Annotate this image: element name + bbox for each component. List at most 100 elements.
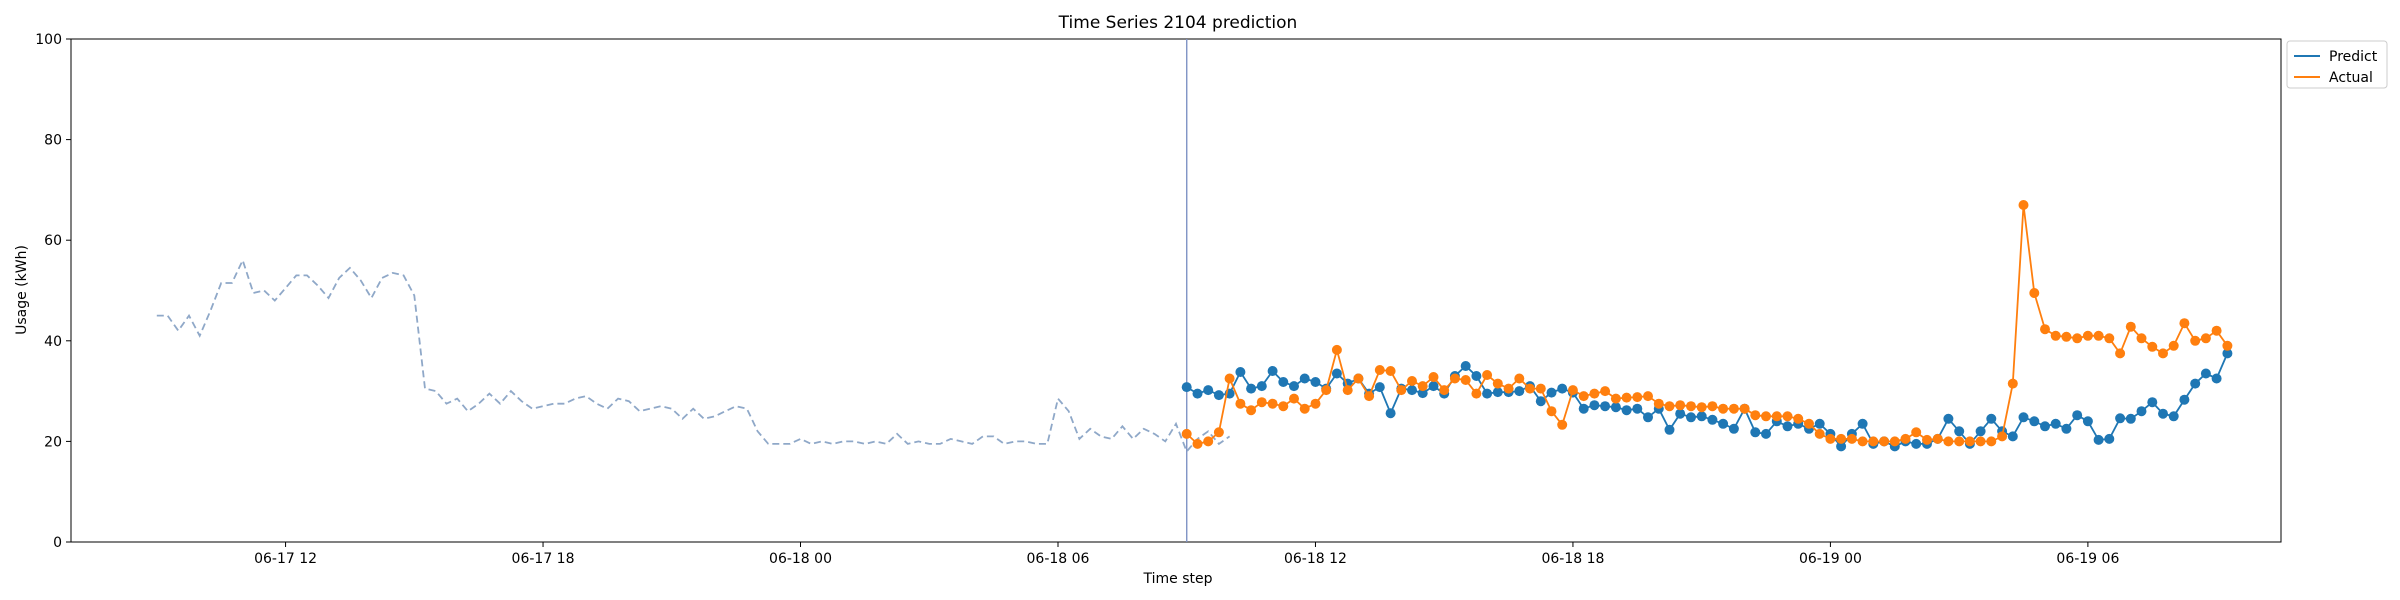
predict-point [1289, 381, 1299, 392]
actual-point [2029, 288, 2040, 298]
predict-point [1943, 413, 1954, 424]
y-tick-label: 60 [44, 233, 62, 249]
actual-point [2050, 330, 2061, 341]
actual-point [1417, 381, 1428, 392]
x-tick-label: 06-18 18 [1541, 551, 1604, 567]
predict-point [2147, 397, 2158, 408]
actual-point [1567, 385, 1578, 396]
actual-point [1364, 391, 1375, 402]
actual-point [2072, 333, 2083, 344]
actual-point [1310, 398, 1321, 409]
actual-point [2211, 325, 2222, 336]
actual-point [1610, 393, 1621, 404]
predict-point [2061, 423, 2072, 434]
actual-point [1439, 385, 1450, 396]
actual-point [1889, 436, 1900, 447]
actual-point [1814, 428, 1825, 439]
predict-point [2082, 416, 2093, 427]
actual-point [2179, 318, 2190, 329]
x-tick-label: 06-18 00 [769, 551, 832, 567]
actual-point [2115, 348, 2126, 359]
actual-point [1492, 378, 1503, 389]
y-tick-label: 80 [44, 133, 62, 149]
actual-point [1460, 375, 1471, 385]
y-tick-label: 20 [44, 434, 62, 450]
actual-point [2125, 321, 2136, 332]
predict-point [1696, 411, 1707, 422]
actual-point [1804, 418, 1814, 429]
actual-point [1600, 386, 1611, 397]
predict-point [1246, 383, 1257, 394]
predict-point [1857, 418, 1868, 429]
predict-point [1675, 408, 1686, 419]
actual-point [1224, 373, 1235, 384]
actual-point [1514, 373, 1525, 384]
actual-point [2168, 340, 2179, 351]
predict-point [1471, 371, 1482, 381]
predict-point [1181, 382, 1192, 393]
predict-point [1686, 412, 1696, 423]
axes-frame [70, 38, 2282, 543]
actual-point [1664, 401, 1675, 412]
actual-point [1653, 398, 1664, 409]
predict-point [1407, 385, 1417, 396]
predict-point [1546, 387, 1557, 398]
predict-point [1482, 388, 1493, 399]
predict-point [2211, 373, 2222, 384]
predict-point [2093, 434, 2104, 445]
actual-point [2190, 335, 2201, 346]
actual-point [1750, 410, 1761, 421]
actual-point [1449, 373, 1460, 384]
legend: Predict Actual [2286, 40, 2388, 89]
actual-point [2147, 341, 2158, 352]
predict-point [2040, 421, 2050, 432]
actual-point [1331, 344, 1342, 355]
predict-point [1278, 377, 1289, 387]
actual-point [2018, 200, 2029, 210]
predict-point [1750, 427, 1761, 438]
predict-line [1186, 353, 2229, 448]
predict-point [2168, 411, 2179, 422]
actual-point [1342, 385, 1353, 396]
predict-point [1578, 403, 1589, 414]
predict-point [2222, 348, 2233, 359]
plot-area: 0 20 40 60 80 100 06-17 12 06-17 18 06-18 00 06-1… [35, 32, 2282, 567]
actual-point [1782, 411, 1793, 422]
actual-point [1203, 436, 1214, 447]
actual-point [1407, 376, 1417, 386]
predict-point [2190, 378, 2201, 389]
actual-point [1964, 436, 1975, 447]
predict-point [1664, 424, 1675, 435]
actual-point [1535, 383, 1546, 394]
actual-point [1299, 403, 1310, 414]
actual-point [1181, 428, 1192, 439]
actual-point [1321, 385, 1332, 396]
legend-label-actual: Actual [2329, 70, 2373, 86]
predict-point [1385, 408, 1396, 419]
actual-point [1879, 436, 1890, 447]
actual-point [2061, 331, 2072, 342]
actual-point [2222, 340, 2233, 351]
predict-point [1267, 366, 1278, 376]
actual-line [1186, 204, 2229, 445]
actual-point [1761, 411, 1771, 422]
legend-label-predict: Predict [2329, 49, 2378, 65]
predict-point [1814, 418, 1825, 429]
actual-point [2104, 333, 2115, 344]
actual-point [1739, 403, 1750, 414]
actual-point [1943, 436, 1954, 447]
actual-point [1546, 406, 1557, 417]
actual-point [1632, 392, 1643, 403]
actual-point [1557, 419, 1568, 430]
x-tick-label: 06-18 06 [1027, 551, 1090, 567]
actual-point [1997, 431, 2008, 442]
predict-point [1643, 412, 1653, 423]
x-tick-label: 06-17 12 [254, 551, 317, 567]
x-tick-label: 06-18 12 [1284, 551, 1347, 567]
predict-point [2115, 413, 2126, 424]
x-tick-label: 06-19 06 [2056, 551, 2119, 567]
actual-point [1825, 433, 1836, 444]
actual-point [1589, 388, 1600, 399]
y-tick-label: 0 [53, 535, 62, 551]
y-tick-label: 100 [35, 32, 62, 48]
